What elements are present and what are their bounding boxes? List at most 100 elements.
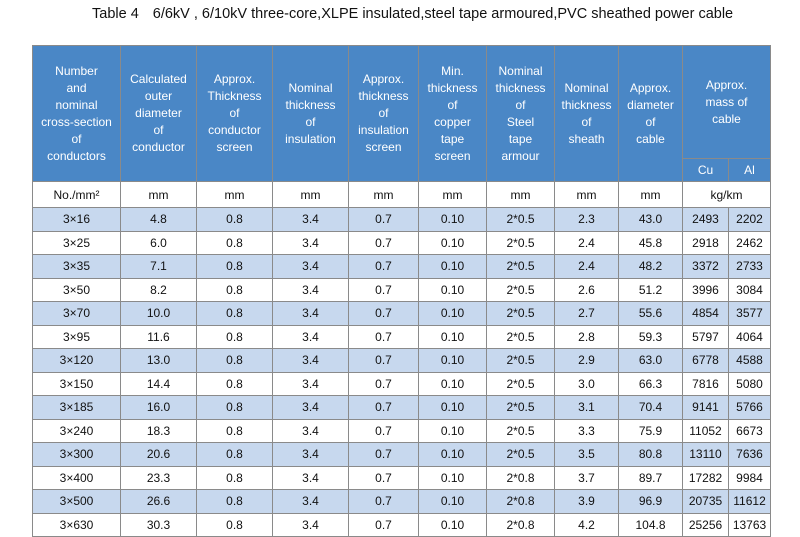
table-cell: 4.8: [120, 207, 197, 232]
table-cell: 0.10: [418, 512, 487, 537]
table-cell: 30.3: [120, 512, 197, 537]
table-cell: 55.6: [618, 301, 683, 326]
unit-cell: mm: [272, 181, 349, 208]
table-cell: 0.8: [196, 442, 273, 467]
table-cell: 0.10: [418, 465, 487, 490]
table-cell: 20735: [682, 489, 729, 514]
table-cell: 0.7: [348, 230, 419, 255]
table-cell: 0.8: [196, 324, 273, 349]
table-cell: 2202: [727, 207, 772, 232]
table-cell: 0.10: [418, 324, 487, 349]
table-cell: 7816: [682, 371, 729, 396]
table-cell: 3.4: [272, 442, 349, 467]
table-cell: 3.9: [554, 489, 619, 514]
table-cell: 3×25: [32, 230, 121, 255]
table-cell: 0.8: [196, 418, 273, 443]
table-row: 3×630 30.3 0.8 3.4 0.7 0.10 2*0.8 4.2 104.8 25256…: [32, 512, 772, 537]
table-row: 3×400 23.3 0.8 3.4 0.7 0.10 2*0.8 3.7 89.7 17282 9…: [32, 465, 772, 490]
table-cell: 3×500: [32, 489, 121, 514]
table-cell: 0.8: [196, 395, 273, 420]
table-cell: 5766: [727, 395, 772, 420]
table-cell: 7636: [727, 442, 772, 467]
table-cell: 75.9: [618, 418, 683, 443]
table-cell: 3×35: [32, 254, 121, 279]
table-cell: 2462: [727, 230, 772, 255]
header-sheath: Nominal thickness of sheath: [554, 45, 619, 182]
table-cell: 3.0: [554, 371, 619, 396]
table-cell: 0.7: [348, 324, 419, 349]
table-cell: 2*0.5: [486, 230, 555, 255]
table-cell: 23.3: [120, 465, 197, 490]
table-cell: 0.8: [196, 277, 273, 302]
table-cell: 3×50: [32, 277, 121, 302]
table-cell: 63.0: [618, 348, 683, 373]
table-cell: 13110: [682, 442, 729, 467]
table-cell: 3×150: [32, 371, 121, 396]
table-row: 3×25 6.0 0.8 3.4 0.7 0.10 2*0.5 2.4 45.8 2918 2462: [32, 230, 772, 255]
table-cell: 25256: [682, 512, 729, 537]
table-cell: 3.4: [272, 418, 349, 443]
table-cell: 2*0.5: [486, 301, 555, 326]
table-cell: 2*0.8: [486, 489, 555, 514]
table-cell: 3×630: [32, 512, 121, 537]
table-cell: 0.10: [418, 442, 487, 467]
table-cell: 51.2: [618, 277, 683, 302]
table-cell: 2*0.5: [486, 395, 555, 420]
table-cell: 9141: [682, 395, 729, 420]
table-cell: 0.8: [196, 301, 273, 326]
table-cell: 0.7: [348, 465, 419, 490]
table-cell: 0.8: [196, 230, 273, 255]
table-cell: 3.4: [272, 465, 349, 490]
table-cell: 3.5: [554, 442, 619, 467]
table-cell: 2.8: [554, 324, 619, 349]
table-cell: 70.4: [618, 395, 683, 420]
table-row: 3×150 14.4 0.8 3.4 0.7 0.10 2*0.5 3.0 66.3 7816 50…: [32, 371, 772, 396]
table-cell: 2.9: [554, 348, 619, 373]
table-cell: 2.4: [554, 254, 619, 279]
table-row: 3×50 8.2 0.8 3.4 0.7 0.10 2*0.5 2.6 51.2 3996 3084: [32, 277, 772, 302]
table-cell: 0.7: [348, 512, 419, 537]
table-cell: 6778: [682, 348, 729, 373]
unit-cell: No./mm²: [32, 181, 121, 208]
table-cell: 3.4: [272, 348, 349, 373]
table-cell: 0.10: [418, 301, 487, 326]
table-cell: 14.4: [120, 371, 197, 396]
table-cell: 2*0.8: [486, 512, 555, 537]
table-cell: 3.4: [272, 254, 349, 279]
table-cell: 0.8: [196, 207, 273, 232]
header-insulation-screen: Approx. thickness of insulation screen: [348, 45, 419, 182]
cable-spec-table: Number and nominal cross-section of cond…: [32, 45, 772, 537]
unit-cell: mm: [120, 181, 197, 208]
table-cell: 3.1: [554, 395, 619, 420]
table-cell: 2*0.5: [486, 277, 555, 302]
table-cell: 0.10: [418, 348, 487, 373]
table-cell: 3.4: [272, 324, 349, 349]
table-cell: 3×95: [32, 324, 121, 349]
table-cell: 7.1: [120, 254, 197, 279]
table-cell: 2918: [682, 230, 729, 255]
table-cell: 3084: [727, 277, 772, 302]
table-cell: 9984: [727, 465, 772, 490]
header-subrow: Cu Al: [33, 158, 772, 182]
table-cell: 45.8: [618, 230, 683, 255]
table-cell: 0.10: [418, 418, 487, 443]
table-cell: 0.7: [348, 395, 419, 420]
table-cell: 48.2: [618, 254, 683, 279]
table-cell: 11052: [682, 418, 729, 443]
table-cell: 0.10: [418, 207, 487, 232]
table-cell: 3.4: [272, 395, 349, 420]
table-cell: 2493: [682, 207, 729, 232]
unit-cell: mm: [196, 181, 273, 208]
table-cell: 3×185: [32, 395, 121, 420]
table-cell: 59.3: [618, 324, 683, 349]
table-cell: 0.7: [348, 418, 419, 443]
table-cell: 0.7: [348, 371, 419, 396]
table-cell: 3.4: [272, 489, 349, 514]
table-row: 3×240 18.3 0.8 3.4 0.7 0.10 2*0.5 3.3 75.9 11052 6…: [32, 418, 772, 443]
table-cell: 104.8: [618, 512, 683, 537]
table-cell: 43.0: [618, 207, 683, 232]
table-cell: 16.0: [120, 395, 197, 420]
table-cell: 20.6: [120, 442, 197, 467]
table-body: 3×16 4.8 0.8 3.4 0.7 0.10 2*0.5 2.3 43.0 2493 2202…: [32, 207, 772, 537]
table-cell: 3.4: [272, 207, 349, 232]
